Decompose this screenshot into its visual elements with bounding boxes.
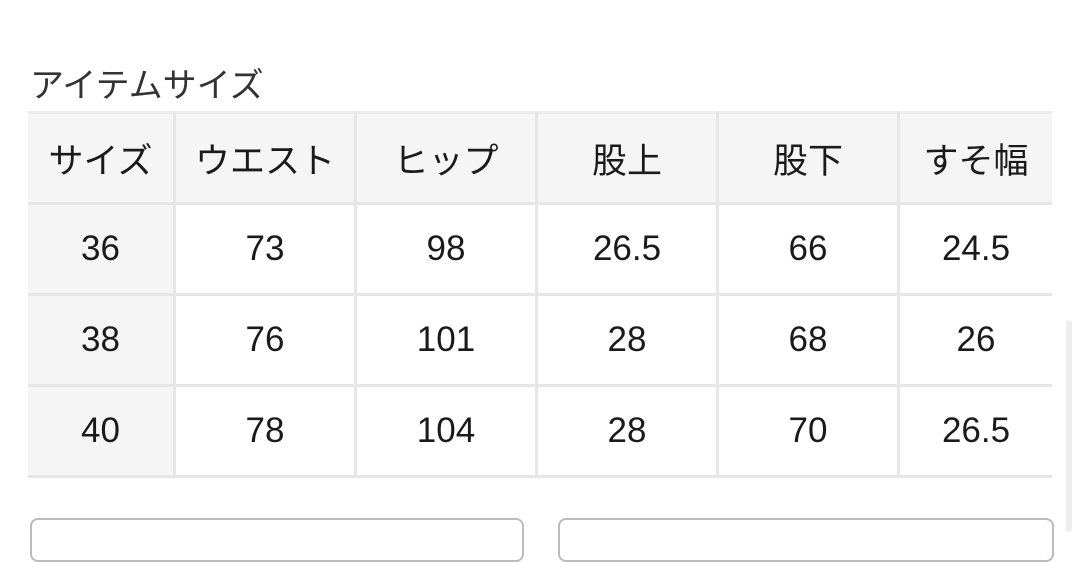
table-cell: 78 xyxy=(173,384,357,478)
header-cell: ヒップ xyxy=(354,111,538,205)
scrollbar[interactable] xyxy=(1066,320,1072,532)
table-cell: 38 xyxy=(28,293,176,387)
table-cell: 101 xyxy=(354,293,538,387)
header-cell: すそ幅 xyxy=(897,111,1052,205)
table-row: 36 73 98 26.5 66 24.5 xyxy=(28,202,1052,296)
header-cell: 股下 xyxy=(716,111,900,205)
table-cell: 26.5 xyxy=(535,202,719,296)
table-cell: 26.5 xyxy=(897,384,1052,478)
section-title: アイテムサイズ xyxy=(30,67,264,105)
table-cell: 66 xyxy=(716,202,900,296)
table-row: 40 78 104 28 70 26.5 xyxy=(28,384,1052,478)
left-button[interactable] xyxy=(30,518,524,562)
header-cell: ウエスト xyxy=(173,111,357,205)
table-cell: 28 xyxy=(535,293,719,387)
table-cell: 98 xyxy=(354,202,538,296)
table-cell: 73 xyxy=(173,202,357,296)
table-cell: 24.5 xyxy=(897,202,1052,296)
table-header-row: サイズ ウエスト ヒップ 股上 股下 すそ幅 xyxy=(28,111,1052,205)
table-cell: 28 xyxy=(535,384,719,478)
size-table: サイズ ウエスト ヒップ 股上 股下 すそ幅 36 73 98 26.5 66 … xyxy=(28,111,1052,478)
table-cell: 26 xyxy=(897,293,1052,387)
table-cell: 40 xyxy=(28,384,176,478)
header-cell: 股上 xyxy=(535,111,719,205)
table-cell: 104 xyxy=(354,384,538,478)
table-row: 38 76 101 28 68 26 xyxy=(28,293,1052,387)
table-cell: 70 xyxy=(716,384,900,478)
table-cell: 76 xyxy=(173,293,357,387)
header-cell: サイズ xyxy=(28,111,176,205)
right-button[interactable] xyxy=(558,518,1054,562)
table-cell: 68 xyxy=(716,293,900,387)
table-cell: 36 xyxy=(28,202,176,296)
